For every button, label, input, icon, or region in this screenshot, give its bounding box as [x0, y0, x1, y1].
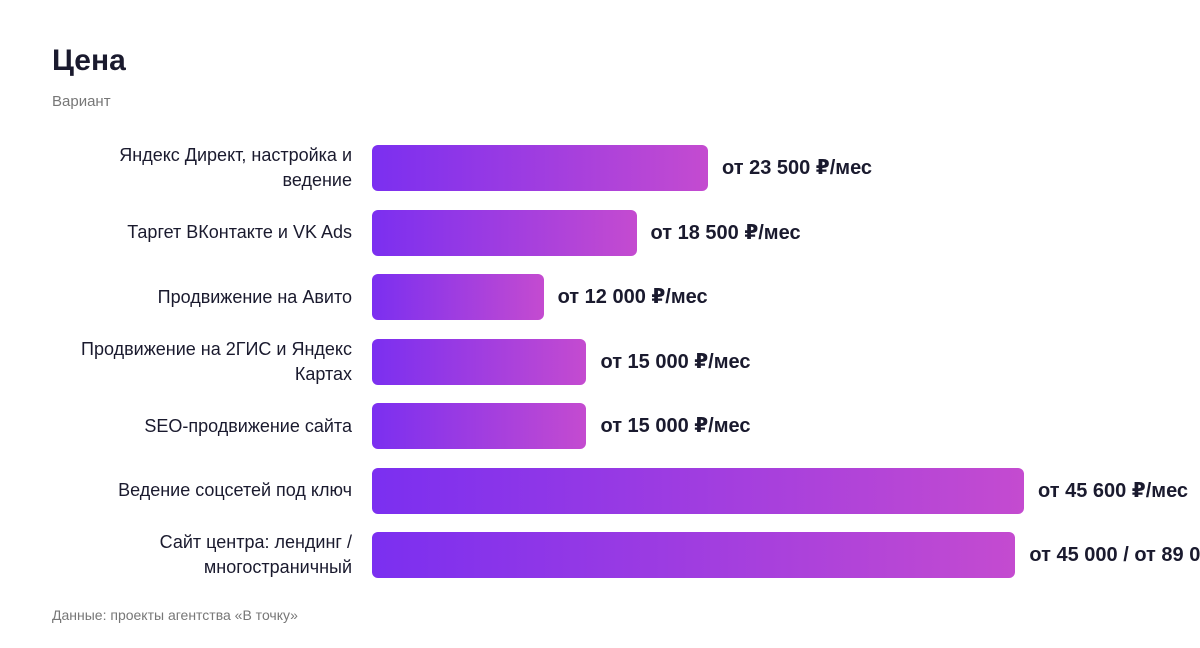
value-label: от 23 500 ₽/мес — [722, 157, 873, 179]
bar-row: Сайт центра: лендинг / многостраничный от… — [0, 532, 1200, 578]
chart-subtitle: Вариант — [52, 93, 111, 110]
bar-row: Продвижение на Авито от 12 000 ₽/мес — [0, 274, 1200, 320]
category-label: Продвижение на Авито — [157, 286, 352, 307]
bar-row: Ведение соцсетей под ключ от 45 600 ₽/мес — [0, 467, 1200, 514]
bar — [372, 467, 1024, 514]
value-label: от 45 600 ₽/мес — [1038, 479, 1189, 502]
category-label: SEO-продвижение сайта — [144, 415, 352, 436]
category-label: Сайт центра: лендинг / многостраничный — [159, 532, 352, 577]
chart-title: Цена — [52, 44, 126, 77]
category-label: Таргет ВКонтакте и VK Ads — [127, 222, 352, 242]
bar — [372, 403, 587, 449]
bar — [372, 145, 708, 191]
bar-row: SEO-продвижение сайта от 15 000 ₽/мес — [0, 403, 1200, 449]
bar — [372, 209, 637, 256]
value-label: от 15 000 ₽/мес — [600, 350, 751, 373]
bar-row: Яндекс Директ, настройка и ведение от 23 … — [0, 145, 1200, 191]
bar — [372, 338, 587, 385]
category-label: Продвижение на 2ГИС и Яндекс Картах — [81, 338, 352, 384]
category-label: Яндекс Директ, настройка и ведение — [119, 145, 352, 190]
source-note: Данные: проекты агентства «В точку» — [52, 607, 298, 623]
bar — [372, 532, 1016, 578]
bar — [372, 274, 544, 320]
bar-row: Таргет ВКонтакте и VK Ads от 18 500 ₽/мес — [0, 209, 1200, 256]
value-label: от 45 000 / от 89 0 — [1029, 544, 1200, 566]
value-label: от 18 500 ₽/мес — [650, 221, 801, 244]
value-label: от 12 000 ₽/мес — [557, 286, 708, 308]
value-label: от 15 000 ₽/мес — [600, 415, 751, 437]
bar-row: Продвижение на 2ГИС и Яндекс Картах от 15… — [0, 338, 1200, 385]
category-label: Ведение соцсетей под ключ — [118, 480, 352, 500]
